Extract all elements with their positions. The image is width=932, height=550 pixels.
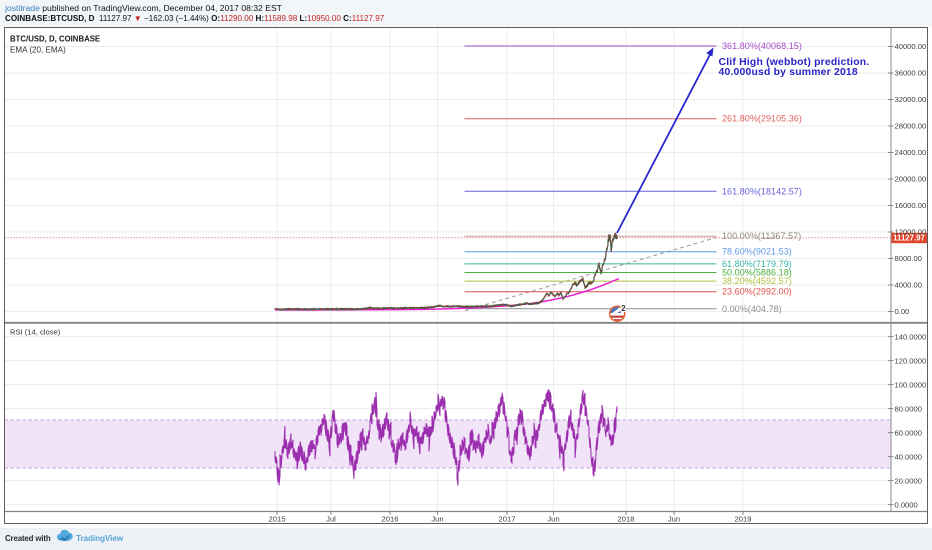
svg-text:40000.00: 40000.00 — [895, 42, 927, 51]
svg-text:8000.00: 8000.00 — [895, 254, 922, 263]
svg-text:Created with: Created with — [5, 534, 51, 543]
svg-text:EMA (20, EMA): EMA (20, EMA) — [10, 46, 66, 55]
svg-text:24000.00: 24000.00 — [895, 148, 927, 157]
svg-text:36000.00: 36000.00 — [895, 69, 927, 78]
svg-text:BTC/USD, D, COINBASE: BTC/USD, D, COINBASE — [10, 35, 100, 44]
svg-text:Jun: Jun — [431, 515, 443, 524]
svg-text:100.0000: 100.0000 — [895, 380, 927, 389]
svg-text:0.00%(404.78): 0.00%(404.78) — [722, 304, 782, 314]
svg-text:2018: 2018 — [618, 515, 635, 524]
svg-text:0.0000: 0.0000 — [895, 500, 918, 509]
svg-text:78.60%(9021.53): 78.60%(9021.53) — [722, 247, 792, 257]
svg-text:28000.00: 28000.00 — [895, 122, 927, 131]
svg-text:Jun: Jun — [547, 515, 559, 524]
svg-text:Jul: Jul — [326, 515, 336, 524]
svg-text:2016: 2016 — [382, 515, 399, 524]
svg-text:40.0000: 40.0000 — [895, 452, 922, 461]
svg-text:Jun: Jun — [668, 515, 680, 524]
svg-text:16000.00: 16000.00 — [895, 201, 927, 210]
svg-text:60.0000: 60.0000 — [895, 428, 922, 437]
svg-text:120.0000: 120.0000 — [895, 356, 927, 365]
svg-text:61.80%(7179.79): 61.80%(7179.79) — [722, 259, 792, 269]
svg-text:2019: 2019 — [735, 515, 752, 524]
svg-text:38.20%(4592.57): 38.20%(4592.57) — [722, 276, 792, 286]
svg-text:80.0000: 80.0000 — [895, 404, 922, 413]
svg-text:12000.00: 12000.00 — [895, 228, 927, 237]
svg-text:50.00%(5886.18): 50.00%(5886.18) — [722, 268, 792, 278]
svg-text:2017: 2017 — [499, 515, 516, 524]
svg-text:32000.00: 32000.00 — [895, 95, 927, 104]
svg-text:2015: 2015 — [269, 515, 286, 524]
svg-text:TradingView: TradingView — [76, 533, 124, 543]
svg-text:0.00: 0.00 — [895, 307, 910, 316]
svg-text:RSI (14, close): RSI (14, close) — [10, 328, 61, 337]
svg-text:20.0000: 20.0000 — [895, 476, 922, 485]
svg-text:161.80%(18142.57): 161.80%(18142.57) — [722, 186, 802, 196]
svg-text:2: 2 — [621, 304, 626, 313]
svg-text:4000.00: 4000.00 — [895, 281, 922, 290]
svg-text:20000.00: 20000.00 — [895, 175, 927, 184]
svg-text:361.80%(40068.15): 361.80%(40068.15) — [722, 41, 802, 51]
svg-text:100.00%(11367.57): 100.00%(11367.57) — [722, 231, 801, 241]
svg-text:23.60%(2992.00): 23.60%(2992.00) — [722, 287, 792, 297]
svg-text:261.80%(29105.36): 261.80%(29105.36) — [722, 114, 802, 124]
svg-text:Clif High (webbot) prediction.: Clif High (webbot) prediction. — [719, 57, 870, 68]
svg-text:11127.97: 11127.97 — [893, 234, 925, 243]
svg-text:40.000usd by summer 2018: 40.000usd by summer 2018 — [719, 67, 858, 78]
svg-text:140.0000: 140.0000 — [895, 332, 927, 341]
